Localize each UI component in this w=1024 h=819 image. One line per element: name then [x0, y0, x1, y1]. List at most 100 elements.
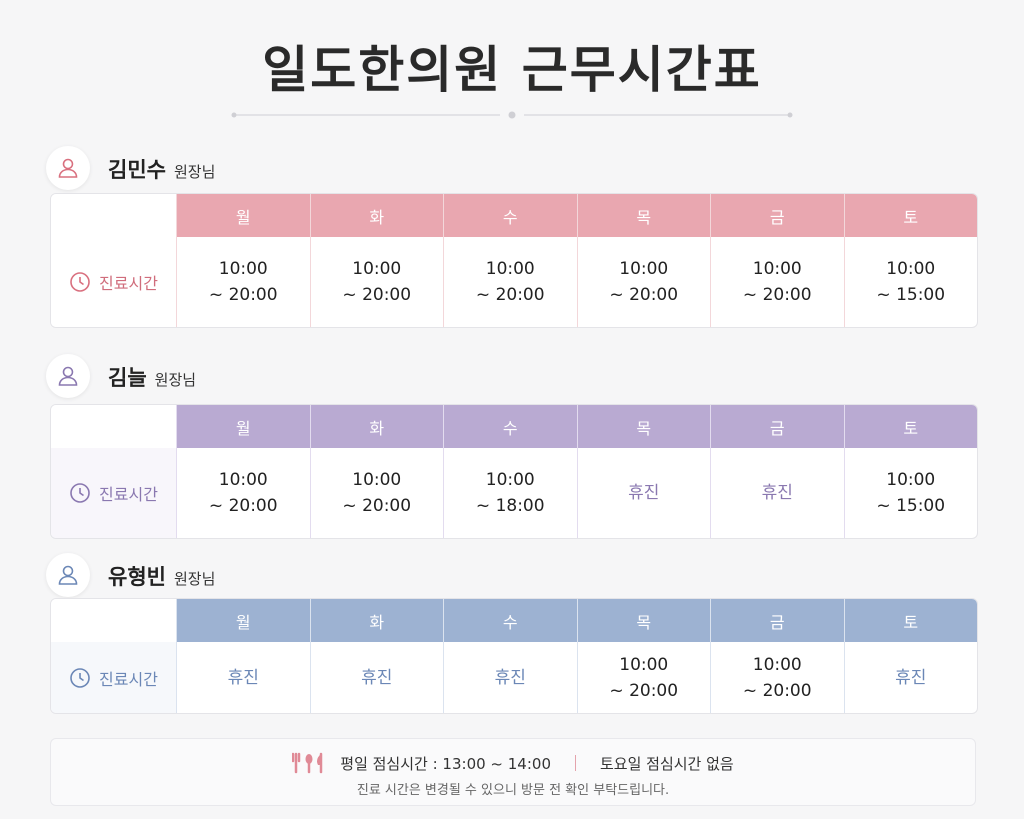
saturday-lunch: 토요일 점심시간 없음	[599, 754, 734, 773]
corner-cell	[51, 405, 176, 448]
cutlery-icon	[292, 752, 323, 774]
hours-cell: 10:00 ~ 18:00	[443, 448, 577, 538]
hours-line: 10:00	[352, 259, 402, 279]
hours-cell: 10:00 ~ 15:00	[843, 448, 978, 538]
hours-line: ~ 20:00	[475, 285, 545, 305]
day-header: 월	[176, 599, 310, 642]
day-header: 화	[309, 194, 443, 237]
doctor-name: 김늘 원장님	[108, 362, 196, 392]
hours-line: 10:00	[218, 470, 268, 490]
hours-cell: 휴진	[843, 642, 978, 713]
name-text: 유형빈	[108, 565, 166, 589]
hours-line: ~ 20:00	[342, 496, 412, 516]
hours-line: 10:00	[752, 654, 802, 675]
corner-cell	[51, 599, 176, 642]
hours-cell: 휴진	[710, 448, 844, 538]
day-off: 휴진	[628, 483, 660, 503]
day-header: 월	[176, 194, 310, 237]
clock-icon	[69, 482, 91, 504]
hours-cell: 10:00 ~ 20:00	[576, 237, 711, 327]
day-header: 토	[843, 599, 977, 642]
row-label-text: 진료시간	[99, 485, 158, 504]
doctor-header: 김민수 원장님	[46, 146, 976, 190]
day-header: 금	[710, 599, 844, 642]
hours-line: 10:00	[485, 470, 535, 490]
avatar-icon	[46, 354, 90, 398]
hours-cell: 휴진	[176, 642, 310, 713]
doctor-section: 김늘 원장님 월 화 수 목 금 토 진료시간 10:00 ~ 20:00 10:00 ~ 20:00 1…	[46, 354, 978, 539]
separator	[574, 755, 576, 771]
hours-line: 10:00	[886, 470, 936, 490]
day-off: 휴진	[494, 667, 526, 688]
hours-line: ~ 20:00	[208, 496, 278, 516]
row-label: 진료시간	[51, 237, 176, 327]
title-divider	[231, 111, 793, 119]
hours-line: ~ 15:00	[876, 496, 946, 516]
hours-line: ~ 15:00	[876, 285, 946, 305]
avatar-icon	[46, 146, 90, 190]
day-header: 금	[710, 405, 844, 448]
row-label-text: 진료시간	[99, 274, 158, 293]
day-off: 휴진	[361, 667, 393, 688]
day-header: 금	[710, 194, 844, 237]
day-header: 목	[576, 599, 710, 642]
hours-cell: 10:00 ~ 15:00	[843, 237, 978, 327]
hours-line: ~ 20:00	[742, 285, 812, 305]
schedule-table: 월 화 수 목 금 토 진료시간 10:00 ~ 20:00 10:00 ~ 20:00 10:00 ~…	[50, 404, 978, 539]
hours-line: ~ 20:00	[742, 680, 812, 701]
hours-cell: 휴진	[576, 448, 711, 538]
hours-line: 10:00	[752, 259, 802, 279]
hours-line: ~ 20:00	[609, 680, 679, 701]
hours-line: ~ 18:00	[475, 496, 545, 516]
row-label: 진료시간	[51, 448, 176, 538]
hours-cell: 10:00 ~ 20:00	[710, 237, 844, 327]
hours-line: ~ 20:00	[208, 285, 278, 305]
day-header: 목	[576, 194, 710, 237]
hours-line: 10:00	[619, 654, 669, 675]
day-off: 휴진	[895, 667, 927, 688]
day-header: 목	[576, 405, 710, 448]
hours-cell: 휴진	[443, 642, 577, 713]
hours-line: ~ 20:00	[342, 285, 412, 305]
hours-line: 10:00	[485, 259, 535, 279]
schedule-table: 월 화 수 목 금 토 진료시간 10:00 ~ 20:00 10:00 ~ 20:00 10:00 ~…	[50, 193, 978, 328]
row-label: 진료시간	[51, 642, 176, 713]
hours-line: 10:00	[886, 259, 936, 279]
weekday-lunch: 평일 점심시간 : 13:00 ~ 14:00	[340, 754, 551, 773]
doctor-role: 원장님	[154, 371, 197, 389]
avatar-icon	[46, 553, 90, 597]
corner-cell	[51, 194, 176, 237]
lunch-info: 평일 점심시간 : 13:00 ~ 14:00 토요일 점심시간 없음	[51, 751, 975, 775]
doctor-header: 김늘 원장님	[46, 354, 976, 398]
day-header: 토	[843, 194, 977, 237]
day-off: 휴진	[761, 483, 793, 503]
day-header: 수	[443, 599, 577, 642]
doctor-name: 김민수 원장님	[108, 154, 215, 184]
hours-cell: 휴진	[309, 642, 444, 713]
day-off: 휴진	[227, 667, 259, 688]
doctor-header: 유형빈 원장님	[46, 553, 976, 597]
notice: 진료 시간은 변경될 수 있으니 방문 전 확인 부탁드립니다.	[356, 783, 670, 798]
hours-cell: 10:00 ~ 20:00	[176, 448, 310, 538]
day-header: 수	[443, 405, 577, 448]
doctor-role: 원장님	[173, 163, 216, 181]
page-title: 일도한의원 근무시간표	[262, 41, 762, 99]
clock-icon	[69, 667, 91, 689]
day-header: 화	[309, 599, 443, 642]
footer: 평일 점심시간 : 13:00 ~ 14:00 토요일 점심시간 없음 진료 시…	[50, 738, 976, 806]
hours-cell: 10:00 ~ 20:00	[309, 448, 444, 538]
name-text: 김민수	[108, 158, 166, 182]
hours-line: 10:00	[619, 259, 669, 279]
day-header: 월	[176, 405, 310, 448]
doctor-section: 김민수 원장님 월 화 수 목 금 토 진료시간 10:00 ~ 20:00 10:00 ~ 20:00…	[46, 146, 978, 328]
hours-line: 10:00	[352, 470, 402, 490]
hours-cell: 10:00 ~ 20:00	[576, 642, 711, 713]
hours-cell: 10:00 ~ 20:00	[443, 237, 577, 327]
hours-cell: 10:00 ~ 20:00	[176, 237, 310, 327]
hours-cell: 10:00 ~ 20:00	[309, 237, 444, 327]
hours-cell: 10:00 ~ 20:00	[710, 642, 844, 713]
day-header: 화	[309, 405, 443, 448]
